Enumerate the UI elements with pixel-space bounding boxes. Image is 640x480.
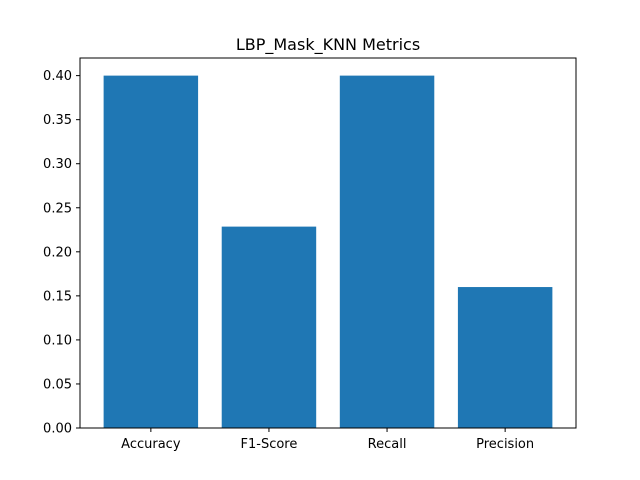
bar-accuracy xyxy=(103,75,199,428)
bar-recall xyxy=(339,75,435,428)
y-tick-label: 0.25 xyxy=(43,201,72,216)
x-tick-label: F1-Score xyxy=(241,437,298,452)
x-tick-label: Precision xyxy=(476,437,534,452)
y-tick-label: 0.35 xyxy=(43,113,72,128)
bar-f1-score xyxy=(221,226,317,428)
plot-frame xyxy=(79,57,577,429)
y-tick-label: 0.00 xyxy=(43,422,72,437)
y-tick-label: 0.05 xyxy=(43,377,72,392)
chart-title: LBP_Mask_KNN Metrics xyxy=(236,35,420,55)
x-tick-label: Recall xyxy=(368,437,407,452)
x-tick-label: Accuracy xyxy=(121,437,181,452)
y-tick-label: 0.40 xyxy=(43,69,72,84)
y-axis: 0.00 0.05 0.10 0.15 0.20 0.25 0.30 0.35 0.40 xyxy=(43,69,80,437)
bars-group xyxy=(103,75,553,428)
y-tick-label: 0.20 xyxy=(43,245,72,260)
bar-precision xyxy=(457,287,553,428)
y-tick-label: 0.15 xyxy=(43,289,72,304)
x-axis: Accuracy F1-Score Recall Precision xyxy=(121,428,534,452)
y-tick-label: 0.30 xyxy=(43,157,72,172)
y-tick-label: 0.10 xyxy=(43,333,72,348)
